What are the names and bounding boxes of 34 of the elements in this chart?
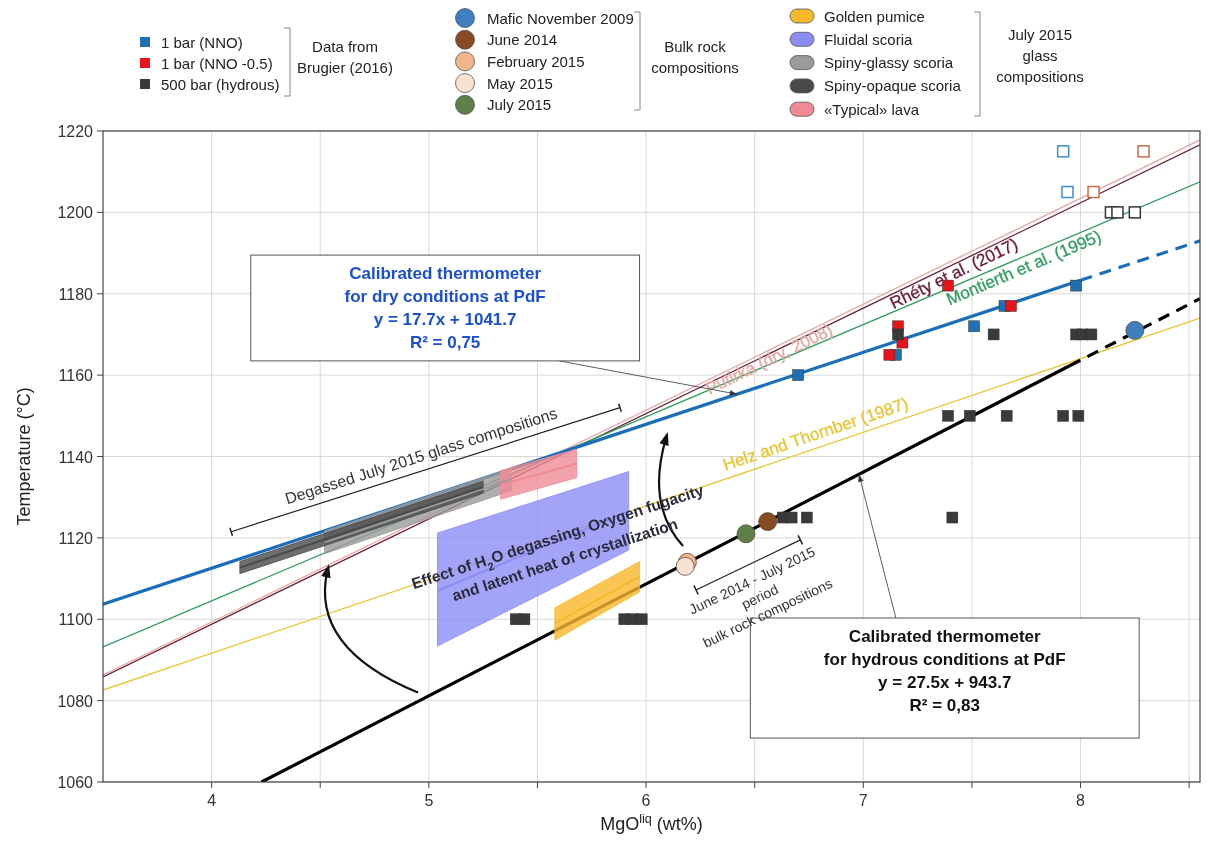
text: Bulk rock compositions [651, 38, 739, 76]
legend-label: Spiny-opaque scoria [824, 77, 962, 95]
x-tick-label: 7 [858, 792, 868, 809]
legend-label: «Typical» lava [824, 100, 920, 118]
legend-label: Golden pumice [824, 7, 925, 25]
y-tick-label: 1100 [58, 611, 94, 629]
y-axis-title: Temperature (°C) [14, 387, 34, 526]
legend-label: June 2014 [487, 31, 558, 49]
y-tick-label: 1120 [58, 529, 94, 547]
annotation: Calibrated thermometer for hydrous conditions at PdF y = 27.5x + 943.7 R² = 0,83 [823, 627, 1066, 716]
legend-label: Mafic November 2009 [487, 9, 634, 27]
y-tick-label: 1200 [57, 204, 94, 222]
y-tick-label: 1140 [58, 448, 94, 466]
text: Data from Brugier (2016) [297, 38, 393, 76]
x-tick-label: 4 [207, 792, 217, 809]
y-tick-label: 1160 [58, 367, 94, 385]
x-tick-label: 8 [1076, 792, 1086, 809]
y-tick-label: 1060 [57, 774, 94, 791]
legend-label: 500 bar (hydrous) [161, 75, 280, 93]
y-tick-label: 1220 [57, 123, 94, 140]
legend-label: February 2015 [487, 52, 585, 70]
annotation: Calibrated thermometer for dry conditions at PdF y = 17.7x + 1041.7 R² = 0,75 [344, 264, 546, 353]
x-tick-label: 5 [424, 792, 434, 809]
legend-label: May 2015 [487, 74, 553, 92]
x-axis-title: MgO$^{liq}$ (wt%) [600, 812, 703, 834]
legend-label: July 2015 [487, 96, 552, 114]
legend-label: Spiny-glassy scoria [824, 54, 954, 72]
x-tick-label: 6 [641, 792, 651, 809]
legend-label: 1 bar (NNO) [161, 33, 243, 51]
legend-label: 1 bar (NNO -0.5) [161, 54, 273, 72]
legend-label: Fluidal scoria [824, 30, 914, 48]
y-tick-label: 1180 [58, 285, 94, 303]
y-tick-label: 1080 [57, 692, 94, 710]
text: July 2015 glass compositions [996, 26, 1084, 85]
